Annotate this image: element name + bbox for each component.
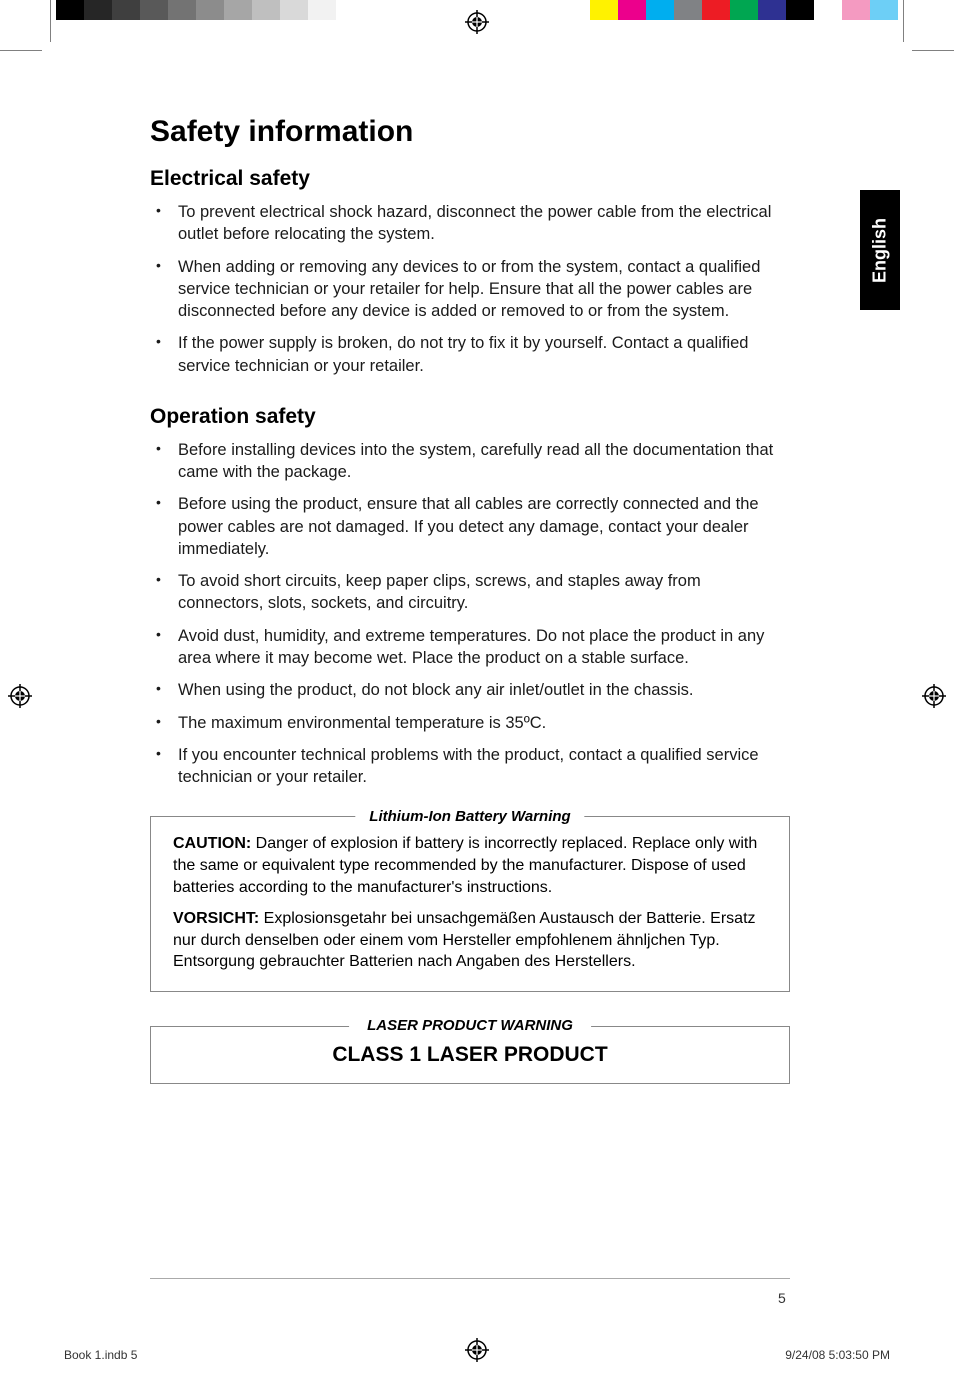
- swatch: [84, 0, 112, 20]
- swatch: [168, 0, 196, 20]
- swatch: [870, 0, 898, 20]
- section-heading-operation: Operation safety: [150, 405, 790, 429]
- swatch: [590, 0, 618, 20]
- swatch: [842, 0, 870, 20]
- swatch: [730, 0, 758, 20]
- battery-caution-de: VORSICHT: Explosionsgetahr bei unsachgem…: [173, 908, 767, 973]
- swatch: [814, 0, 842, 20]
- list-item: If you encounter technical problems with…: [150, 744, 790, 789]
- list-item: When using the product, do not block any…: [150, 679, 790, 701]
- swatch: [618, 0, 646, 20]
- list-item: When adding or removing any devices to o…: [150, 256, 790, 323]
- list-item: Avoid dust, humidity, and extreme temper…: [150, 625, 790, 670]
- list-item: To avoid short circuits, keep paper clip…: [150, 570, 790, 615]
- section-heading-electrical: Electrical safety: [150, 167, 790, 191]
- list-item: Before using the product, ensure that al…: [150, 493, 790, 560]
- page-rule: [150, 1278, 790, 1279]
- registration-mark-icon: [8, 684, 32, 708]
- color-swatches: [590, 0, 898, 20]
- swatch: [280, 0, 308, 20]
- battery-warning-box: Lithium-Ion Battery Warning CAUTION: Dan…: [150, 816, 790, 992]
- battery-warning-legend: Lithium-Ion Battery Warning: [355, 807, 584, 827]
- page-content: Safety information Electrical safety To …: [150, 115, 790, 1084]
- page-title: Safety information: [150, 115, 790, 149]
- registration-mark-icon: [922, 684, 946, 708]
- laser-warning-legend: LASER PRODUCT WARNING: [349, 1017, 591, 1034]
- swatch: [674, 0, 702, 20]
- swatch: [224, 0, 252, 20]
- swatch: [112, 0, 140, 20]
- swatch: [758, 0, 786, 20]
- swatch: [336, 0, 364, 20]
- laser-class-text: CLASS 1 LASER PRODUCT: [173, 1043, 767, 1067]
- swatch: [786, 0, 814, 20]
- swatch: [140, 0, 168, 20]
- swatch: [196, 0, 224, 20]
- electrical-safety-list: To prevent electrical shock hazard, disc…: [150, 201, 790, 377]
- operation-safety-list: Before installing devices into the syste…: [150, 439, 790, 788]
- laser-warning-box: LASER PRODUCT WARNING CLASS 1 LASER PROD…: [150, 1026, 790, 1084]
- footer-filename: Book 1.indb 5: [64, 1348, 137, 1362]
- footer-datetime: 9/24/08 5:03:50 PM: [785, 1348, 890, 1362]
- registration-mark-icon: [465, 10, 489, 34]
- language-tab: English: [860, 190, 900, 310]
- battery-caution-en: CAUTION: Danger of explosion if battery …: [173, 833, 767, 898]
- swatch: [646, 0, 674, 20]
- list-item: To prevent electrical shock hazard, disc…: [150, 201, 790, 246]
- swatch: [56, 0, 84, 20]
- gray-swatches: [56, 0, 364, 20]
- swatch: [308, 0, 336, 20]
- list-item: If the power supply is broken, do not tr…: [150, 332, 790, 377]
- page-number: 5: [778, 1290, 786, 1306]
- list-item: The maximum environmental temperature is…: [150, 712, 790, 734]
- list-item: Before installing devices into the syste…: [150, 439, 790, 484]
- swatch: [702, 0, 730, 20]
- registration-mark-icon: [465, 1338, 489, 1362]
- swatch: [252, 0, 280, 20]
